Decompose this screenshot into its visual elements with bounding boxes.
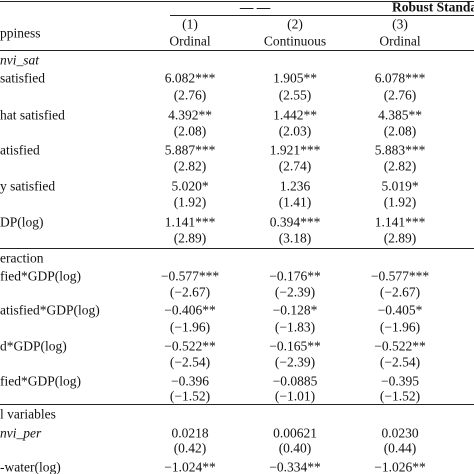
column-number: (1) [182, 16, 198, 32]
cell: (1.92) [383, 194, 417, 210]
cell: (2.76) [383, 87, 417, 103]
top-rule [0, 1, 474, 2]
cell: (3.18) [278, 230, 312, 246]
cell: (2.74) [278, 158, 312, 174]
row-label: nvi_sat [0, 52, 39, 68]
cell: (−1.52) [169, 388, 211, 404]
row-label: ppiness [0, 25, 41, 41]
header-bottom-rule [0, 50, 474, 51]
cell: −0.176** [269, 268, 321, 284]
row-label: -water(log) [0, 459, 61, 474]
cell: (−1.83) [274, 319, 316, 335]
cell: 0.00621 [273, 425, 317, 441]
cell: (−1.96) [169, 319, 211, 335]
cell: −1.024** [164, 459, 216, 474]
column-number: (3) [392, 16, 408, 32]
row-label: fied*GDP(log) [0, 373, 81, 389]
row-label: hat satisfied [0, 107, 65, 123]
column-label: Ordinal [379, 33, 421, 49]
header-rule [170, 15, 474, 16]
column-label: Ordinal [169, 33, 211, 49]
cell: (2.89) [173, 230, 207, 246]
cell: (−2.39) [274, 284, 316, 300]
cell: (2.08) [383, 123, 417, 139]
row-label: l variables [0, 406, 56, 422]
cell: 4.385** [378, 107, 422, 123]
cell: (−1.01) [274, 388, 316, 404]
cell: 5.883*** [374, 142, 426, 158]
cell: (2.82) [383, 158, 417, 174]
cell: 5.019* [381, 178, 419, 194]
cell: −0.577*** [160, 268, 220, 284]
cell: (1.41) [278, 194, 312, 210]
cell: (2.55) [278, 87, 312, 103]
cell: −0.0885 [272, 373, 318, 389]
row-label: y satisfied [0, 178, 56, 194]
cell: −0.334** [269, 459, 321, 474]
cell: (−2.54) [379, 354, 421, 370]
cell: (−2.54) [169, 354, 211, 370]
cell: 0.0218 [171, 425, 209, 441]
cell: (−1.96) [379, 319, 421, 335]
cell: 0.394*** [269, 214, 321, 230]
cell: 1.141*** [374, 214, 426, 230]
cell: 6.082*** [164, 70, 216, 86]
cell: 6.078*** [374, 70, 426, 86]
column-label: Continuous [263, 33, 327, 49]
cell: (2.82) [173, 158, 207, 174]
cell: (0.44) [383, 440, 417, 456]
cell: −0.395 [381, 373, 419, 389]
header-mark: — — [239, 0, 271, 15]
cell: (2.08) [173, 123, 207, 139]
row-label: d*GDP(log) [0, 338, 67, 354]
cell: 5.020* [171, 178, 209, 194]
row-label: satisfied [0, 70, 45, 86]
cell: −1.026** [374, 459, 426, 474]
cell: 1.141*** [164, 214, 216, 230]
section-rule [0, 248, 474, 249]
section-rule [0, 404, 474, 405]
cell: (1.92) [173, 194, 207, 210]
cell: 4.392** [168, 107, 212, 123]
row-label: atisfied*GDP(log) [0, 302, 100, 318]
column-number: (2) [287, 16, 303, 32]
cell: −0.405* [377, 302, 423, 318]
cell: 1.236 [279, 178, 311, 194]
cell: −0.396 [171, 373, 209, 389]
cell: (2.03) [278, 123, 312, 139]
cell: −0.128* [272, 302, 318, 318]
row-label: DP(log) [0, 214, 44, 230]
cell: 5.887*** [164, 142, 216, 158]
cell: −0.406** [164, 302, 216, 318]
cell: (−1.52) [379, 388, 421, 404]
cell: (0.42) [173, 440, 207, 456]
cell: 1.905** [273, 70, 317, 86]
cell: 0.0230 [381, 425, 419, 441]
cell: 1.442** [273, 107, 317, 123]
cell: (2.76) [173, 87, 207, 103]
cell: 1.921*** [269, 142, 321, 158]
cell: −0.577*** [370, 268, 430, 284]
header-robust: Robust Standa [392, 0, 474, 15]
row-label: atisfied [0, 142, 40, 158]
cell: (−2.67) [379, 284, 421, 300]
cell: −0.522** [164, 338, 216, 354]
cell: (0.40) [278, 440, 312, 456]
cell: −0.165** [269, 338, 321, 354]
cell: (−2.39) [274, 354, 316, 370]
row-label: nvi_per [0, 425, 42, 441]
cell: (−2.67) [169, 284, 211, 300]
row-label: fied*GDP(log) [0, 268, 81, 284]
cell: −0.522** [374, 338, 426, 354]
row-label: eraction [0, 250, 44, 266]
cell: (2.89) [383, 230, 417, 246]
